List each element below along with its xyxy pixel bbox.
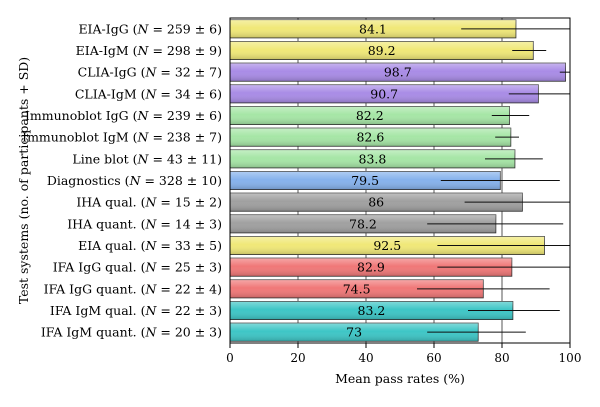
bar-shading <box>230 171 501 190</box>
value-label: 98.7 <box>384 65 412 80</box>
plot-frame <box>229 17 571 344</box>
x-tick-label: 40 <box>358 351 373 365</box>
y-axis-title: Test systems (no. of participants + SD) <box>16 57 31 304</box>
value-label: 89.2 <box>368 43 396 58</box>
category-labels: EIA-IgG (N = 259 ± 6) EIA-IgM (N = 298 ± … <box>22 21 222 339</box>
x-tick-label: 60 <box>426 351 441 365</box>
category-label: Immunoblot IgM (N = 238 ± 7) <box>22 130 222 145</box>
bar-shading <box>230 279 484 298</box>
category-label: EIA-IgM (N = 298 ± 9) <box>76 43 222 58</box>
category-label: IHA qual. (N = 15 ± 2) <box>76 195 222 210</box>
x-axis-title: Mean pass rates (%) <box>335 371 465 386</box>
x-tick-label: 80 <box>494 351 509 365</box>
category-label: IHA quant. (N = 14 ± 3) <box>67 216 222 231</box>
bar-shading <box>230 41 534 60</box>
value-label: 82.2 <box>356 108 384 123</box>
x-ticks: 0 20 40 60 80 100 <box>226 343 581 365</box>
error-bars <box>417 28 570 333</box>
category-label: EIA qual. (N = 33 ± 5) <box>78 238 222 253</box>
category-label: Line blot (N = 43 ± 11) <box>72 151 222 166</box>
value-label: 90.7 <box>370 86 398 101</box>
value-label: 82.6 <box>356 130 384 145</box>
value-label: 86 <box>368 195 384 210</box>
x-tick-label: 100 <box>559 351 582 365</box>
category-label: IFA IgM quant. (N = 20 ± 3) <box>41 325 222 340</box>
category-label: IFA IgG quant. (N = 22 ± 4) <box>44 281 222 296</box>
value-label: 92.5 <box>373 238 401 253</box>
value-label: 79.5 <box>351 173 379 188</box>
value-label: 83.8 <box>359 151 387 166</box>
category-label: CLIA-IgG (N = 32 ± 7) <box>78 65 222 80</box>
category-label: IFA IgG qual. (N = 25 ± 3) <box>53 260 222 275</box>
bar-shading <box>230 128 511 147</box>
bar-shading <box>230 84 539 103</box>
bar-shading <box>230 323 479 342</box>
value-label: 84.1 <box>359 21 387 36</box>
bar-shading <box>230 301 513 320</box>
category-label: Diagnostics (N = 328 ± 10) <box>47 173 222 188</box>
bar-shading <box>230 19 516 38</box>
value-label: 78.2 <box>349 216 377 231</box>
value-label: 82.9 <box>357 260 385 275</box>
category-label: CLIA-IgM (N = 34 ± 6) <box>75 86 222 101</box>
value-label: 83.2 <box>358 303 386 318</box>
bar-shading <box>230 106 510 125</box>
bar-shading <box>230 63 566 82</box>
x-tick-label: 0 <box>226 351 234 365</box>
bar-shading <box>230 236 545 255</box>
axes <box>229 17 571 344</box>
category-label: EIA-IgG (N = 259 ± 6) <box>78 21 222 36</box>
bar-shading <box>230 214 496 233</box>
x-tick-label: 20 <box>290 351 305 365</box>
bar-shading <box>230 258 512 277</box>
value-label: 73 <box>346 325 362 340</box>
category-label: Immunoblot IgG (N = 239 ± 6) <box>25 108 222 123</box>
value-label: 74.5 <box>343 281 371 296</box>
category-label: IFA IgM qual. (N = 22 ± 3) <box>50 303 222 318</box>
bar-shading <box>230 193 523 212</box>
bar-shading <box>230 149 515 168</box>
bars <box>229 19 566 342</box>
value-labels: 84.1 89.2 98.7 90.7 82.2 82.6 83.8 79.5 86 78.2 92… <box>343 21 412 339</box>
